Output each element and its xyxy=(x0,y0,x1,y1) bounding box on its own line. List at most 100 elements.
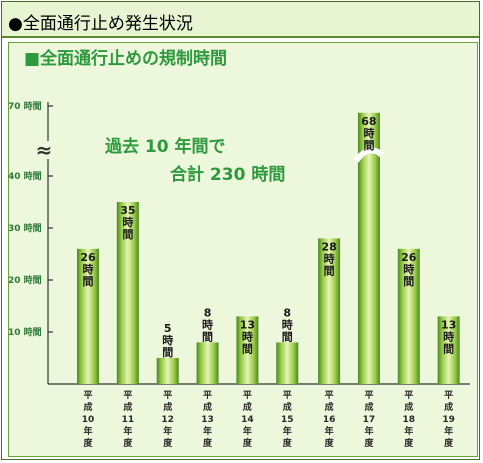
bar-value-label: 時 xyxy=(122,215,133,229)
x-tick-label: 平 xyxy=(123,390,132,401)
x-tick-label: 度 xyxy=(325,437,335,449)
x-tick-label: 平 xyxy=(444,390,453,401)
bar-value-label: 26 xyxy=(80,251,96,264)
bar-value-label: 間 xyxy=(324,264,335,277)
bar-value-label: 時 xyxy=(282,317,293,331)
x-tick-label: 度 xyxy=(283,437,293,449)
bar-value-label: 間 xyxy=(403,275,414,288)
y-tick-label: 30 時間 xyxy=(8,222,42,234)
x-tick-label: 18 xyxy=(403,415,416,425)
bar-value-label: 間 xyxy=(202,330,213,343)
x-tick-label: 成 xyxy=(325,401,334,413)
x-tick-label: 度 xyxy=(123,437,133,449)
bar xyxy=(397,248,420,384)
x-tick-label: 17 xyxy=(363,415,376,425)
bar-value-label: 68 xyxy=(361,115,376,128)
bar-value-label: 時 xyxy=(202,317,213,331)
x-tick-label: 度 xyxy=(243,437,253,449)
bar xyxy=(276,342,299,384)
bar-value-label: 時 xyxy=(443,329,454,343)
y-tick-label: 10 時間 xyxy=(8,326,42,338)
x-tick-label: 10 xyxy=(82,415,95,425)
x-tick-label: 度 xyxy=(163,437,173,449)
y-tick-label: 20 時間 xyxy=(8,274,42,286)
x-tick-label: 年 xyxy=(163,425,172,437)
x-tick-label: 年 xyxy=(123,425,132,437)
bar-value-label: 間 xyxy=(83,275,94,288)
bar xyxy=(357,112,380,384)
bar-break-wave xyxy=(353,147,384,163)
x-tick-label: 年 xyxy=(243,425,252,437)
x-tick-label: 度 xyxy=(404,437,414,449)
annotation-line-2: 合計 230 時間 xyxy=(170,164,285,185)
x-tick-label: 12 xyxy=(161,415,174,425)
bar-value-label: 間 xyxy=(363,139,374,152)
annotation-line-1: 過去 10 年間で xyxy=(105,136,226,157)
bar xyxy=(437,316,460,384)
x-tick-label: 年 xyxy=(444,425,453,437)
header-band: ●全面通行止め発生状況 xyxy=(2,2,479,38)
x-tick-label: 度 xyxy=(83,437,93,449)
x-tick-label: 平 xyxy=(364,390,373,401)
y-tick-label: 70 時間 xyxy=(8,100,42,112)
bar xyxy=(236,316,259,384)
bar-value-label: 間 xyxy=(282,330,293,343)
chart-title: ■全面通行止めの規制時間 xyxy=(24,49,228,69)
x-tick-label: 成 xyxy=(364,401,373,413)
bar-value-label: 間 xyxy=(443,342,454,355)
x-tick-label: 成 xyxy=(283,401,292,413)
bar-value-label: 時 xyxy=(242,329,253,343)
x-tick-label: 平 xyxy=(243,390,252,401)
bar-value-label: 時 xyxy=(324,251,335,265)
bar xyxy=(196,342,219,384)
x-tick-label: 成 xyxy=(123,401,132,413)
bar-value-label: 5 xyxy=(164,322,172,335)
bar-value-label: 13 xyxy=(240,318,255,331)
x-tick-label: 成 xyxy=(243,401,252,413)
bar-value-label: 間 xyxy=(242,342,253,355)
bar-value-label: 時 xyxy=(162,333,173,347)
x-tick-label: 平 xyxy=(83,390,92,401)
x-tick-label: 13 xyxy=(201,415,214,425)
x-tick-label: 14 xyxy=(241,415,254,425)
x-tick-label: 成 xyxy=(404,401,413,413)
x-tick-label: 平 xyxy=(203,390,212,401)
bar-value-label: 間 xyxy=(122,228,133,241)
bar-value-label: 時 xyxy=(403,262,414,276)
x-tick-label: 年 xyxy=(404,425,413,437)
x-tick-label: 19 xyxy=(442,415,455,425)
x-tick-label: 年 xyxy=(83,425,92,437)
bar xyxy=(156,358,179,384)
x-tick-label: 11 xyxy=(122,415,135,425)
x-tick-label: 平 xyxy=(163,390,172,401)
x-tick-label: 年 xyxy=(364,425,373,437)
x-tick-label: 度 xyxy=(444,437,454,449)
bar xyxy=(116,202,139,384)
bar-value-label: 26 xyxy=(401,251,417,264)
x-tick-label: 成 xyxy=(83,401,92,413)
x-tick-label: 年 xyxy=(203,425,212,437)
bar-value-label: 28 xyxy=(321,240,336,253)
bar-value-label: 時 xyxy=(83,262,94,276)
header-title: ●全面通行止め発生状況 xyxy=(8,14,193,34)
x-tick-label: 度 xyxy=(364,437,374,449)
axis-break-mark: ≈ xyxy=(36,138,53,162)
bar-value-label: 時 xyxy=(363,126,374,140)
x-tick-label: 平 xyxy=(283,390,292,401)
x-tick-label: 16 xyxy=(323,415,336,425)
y-tick-label: 40 時間 xyxy=(8,170,42,182)
x-tick-label: 成 xyxy=(444,401,453,413)
x-tick-label: 平 xyxy=(404,390,413,401)
bar-value-label: 8 xyxy=(283,306,291,319)
bar xyxy=(77,248,99,384)
bar-value-label: 8 xyxy=(204,306,212,319)
bar-value-label: 間 xyxy=(162,346,173,359)
x-tick-label: 年 xyxy=(325,425,334,437)
x-tick-label: 年 xyxy=(283,425,292,437)
bar-value-label: 13 xyxy=(441,318,456,331)
x-tick-label: 度 xyxy=(203,437,213,449)
bar-value-label: 35 xyxy=(120,204,135,217)
x-tick-label: 15 xyxy=(281,415,294,425)
x-tick-label: 成 xyxy=(163,401,172,413)
